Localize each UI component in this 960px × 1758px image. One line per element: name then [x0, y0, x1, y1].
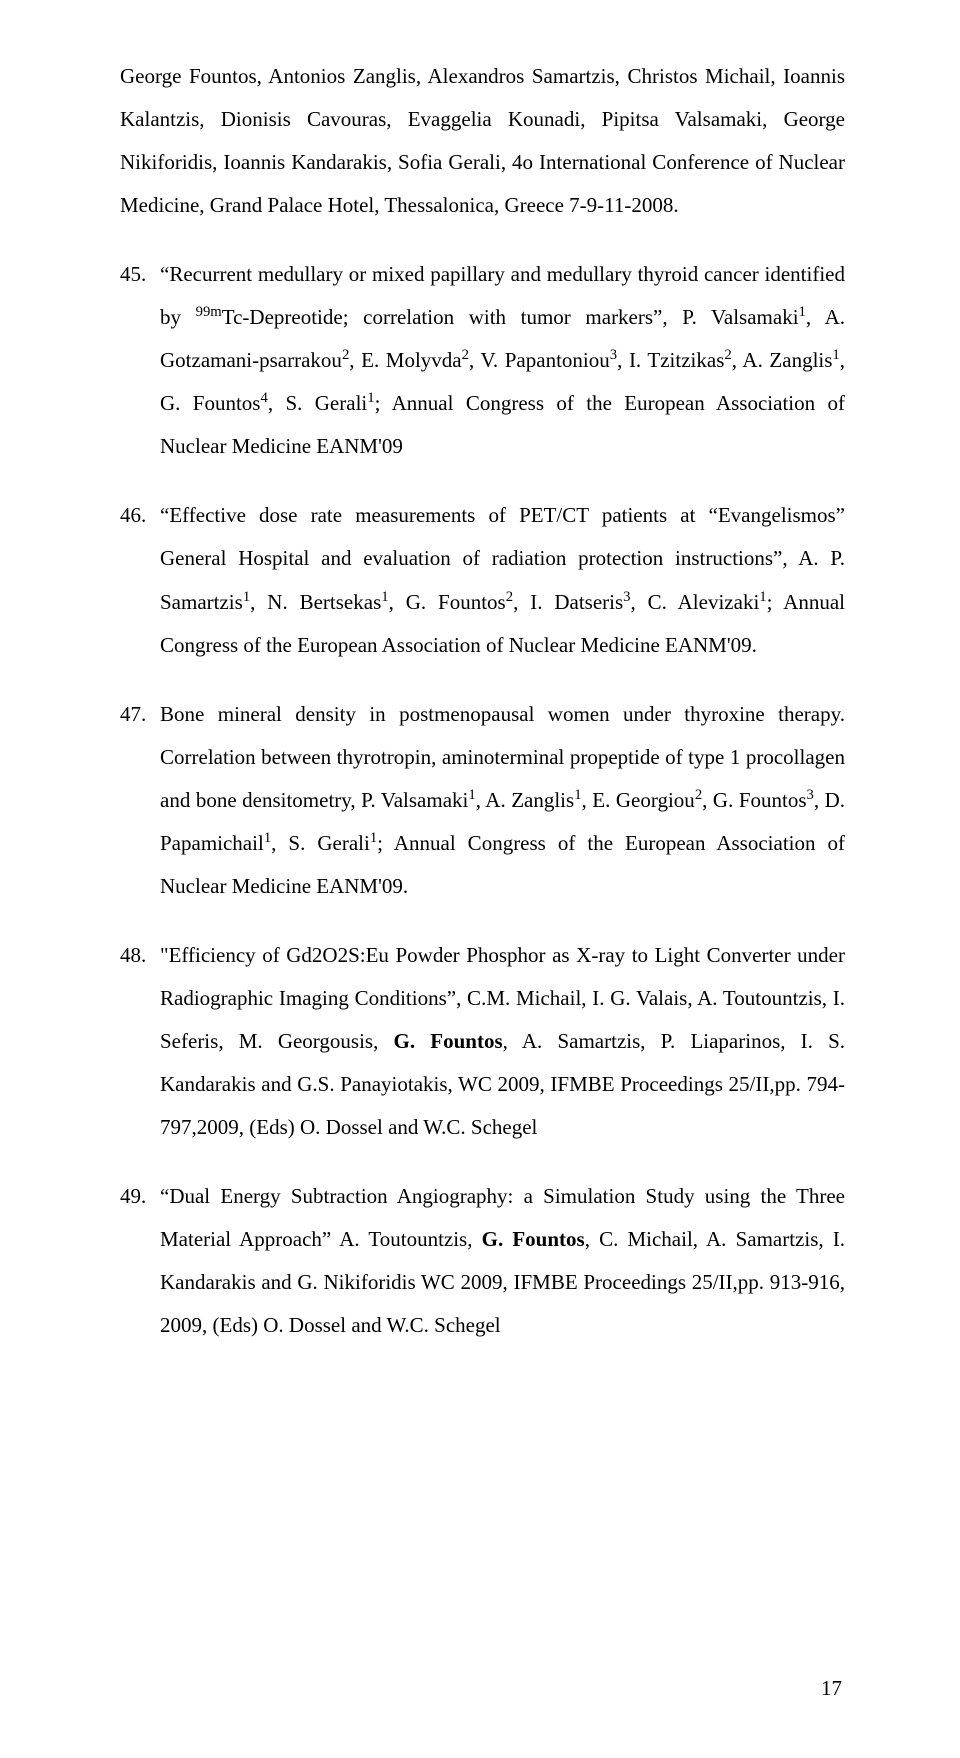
item-number: 47. [120, 693, 160, 908]
cont-text: George Fountos, Antonios Zanglis, Alexan… [120, 64, 845, 217]
item-body: Bone mineral density in postmenopausal w… [160, 693, 845, 908]
list-item: 49. “Dual Energy Subtraction Angiography… [120, 1175, 845, 1347]
item-body: “Effective dose rate measurements of PET… [160, 494, 845, 666]
continuation-paragraph: George Fountos, Antonios Zanglis, Alexan… [120, 55, 845, 227]
item-number: 46. [120, 494, 160, 666]
list-item: 48. "Efficiency of Gd2O2S:Eu Powder Phos… [120, 934, 845, 1149]
item-number: 49. [120, 1175, 160, 1347]
page-number: 17 [821, 1667, 842, 1710]
document-page: George Fountos, Antonios Zanglis, Alexan… [0, 0, 960, 1758]
item-number: 45. [120, 253, 160, 468]
list-item: 45. “Recurrent medullary or mixed papill… [120, 253, 845, 468]
list-item: 46. “Effective dose rate measurements of… [120, 494, 845, 666]
list-item: 47. Bone mineral density in postmenopaus… [120, 693, 845, 908]
item-body: "Efficiency of Gd2O2S:Eu Powder Phosphor… [160, 934, 845, 1149]
item-body: “Recurrent medullary or mixed papillary … [160, 253, 845, 468]
item-number: 48. [120, 934, 160, 1149]
item-body: “Dual Energy Subtraction Angiography: a … [160, 1175, 845, 1347]
